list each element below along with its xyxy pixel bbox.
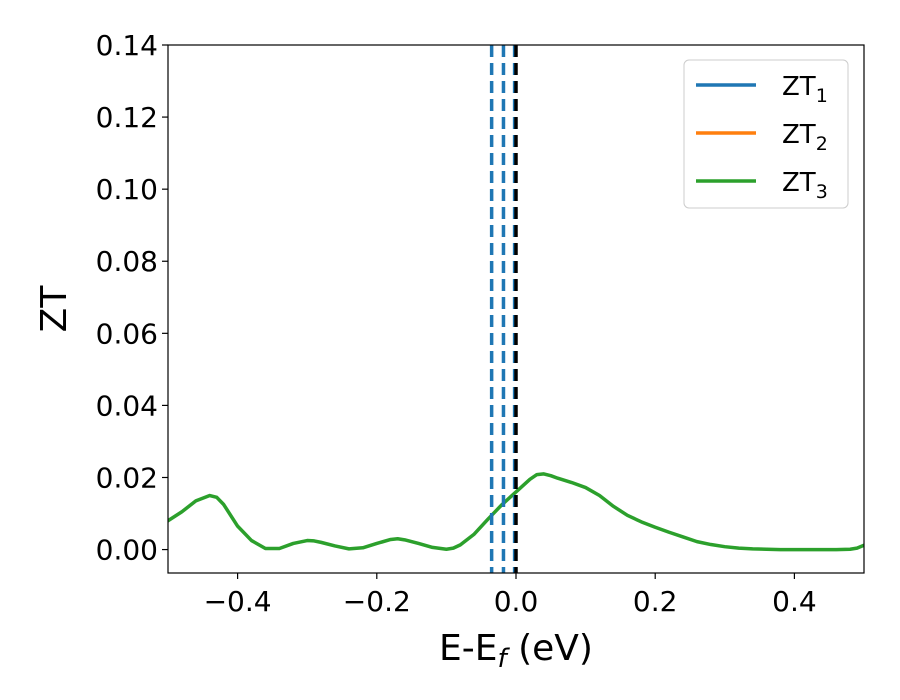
legend: ZT1 ZT2 ZT3 [683,59,849,209]
legend-label-2: ZT2 [782,120,828,155]
y-tick-label: 0.02 [96,461,158,494]
x-axis-title: E-Ef (eV) [439,628,593,674]
x-tick-label: 0.0 [494,585,539,618]
y-tick-label: 0.00 [96,534,158,567]
y-tick-label: 0.06 [96,317,158,350]
x-tick-label: −0.4 [204,585,272,618]
legend-box [683,59,849,209]
y-tick-label: 0.08 [96,245,158,278]
y-tick-label: 0.10 [96,173,158,206]
series-line-3 [168,472,864,552]
legend-label-3: ZT3 [782,168,828,203]
y-tick-label: 0.04 [96,389,158,422]
plot-area [167,44,865,574]
vline-layer [489,45,518,573]
legend-label-1: ZT1 [782,72,828,107]
y-axis-ticks: 0.00 0.02 0.04 0.06 0.08 0.10 0.12 0.14 [96,29,168,567]
y-axis-title: ZT [34,285,75,333]
y-tick-label: 0.14 [96,29,158,62]
x-axis-ticks: −0.4 −0.2 0.0 0.2 0.4 [204,573,817,618]
x-tick-label: −0.2 [343,585,411,618]
y-tick-label: 0.12 [96,101,158,134]
series-layer [168,472,864,552]
x-tick-label: 0.2 [633,585,678,618]
x-tick-label: 0.4 [772,585,817,618]
